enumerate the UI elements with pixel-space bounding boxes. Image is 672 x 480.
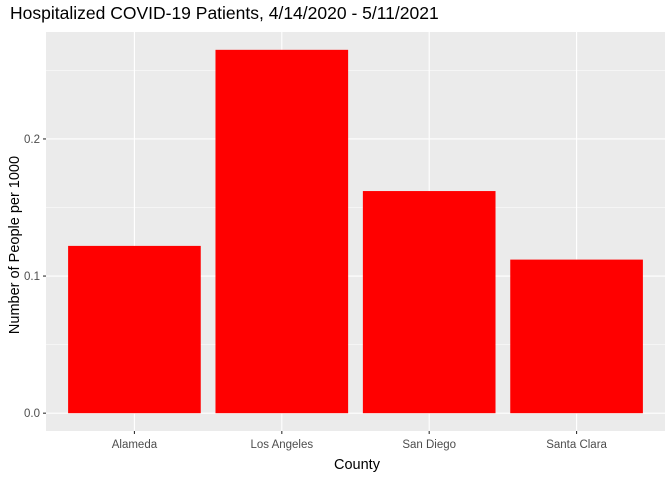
x-tick-label: Santa Clara bbox=[546, 439, 607, 451]
x-tick-label: Alameda bbox=[112, 439, 158, 451]
y-axis-title: Number of People per 1000 bbox=[7, 156, 23, 334]
chart-title: Hospitalized COVID-19 Patients, 4/14/202… bbox=[10, 3, 439, 23]
x-axis-title: County bbox=[334, 457, 381, 473]
y-tick-label: 0.1 bbox=[24, 271, 40, 283]
bar-los-angeles bbox=[215, 49, 349, 414]
bar-san-diego bbox=[362, 191, 496, 414]
x-tick-label: San Diego bbox=[402, 439, 456, 451]
bar-alameda bbox=[68, 245, 201, 414]
x-tick-label: Los Angeles bbox=[250, 439, 313, 451]
y-tick-label: 0.0 bbox=[24, 408, 40, 420]
bar-santa-clara bbox=[510, 259, 643, 414]
y-tick-label: 0.2 bbox=[24, 134, 40, 146]
